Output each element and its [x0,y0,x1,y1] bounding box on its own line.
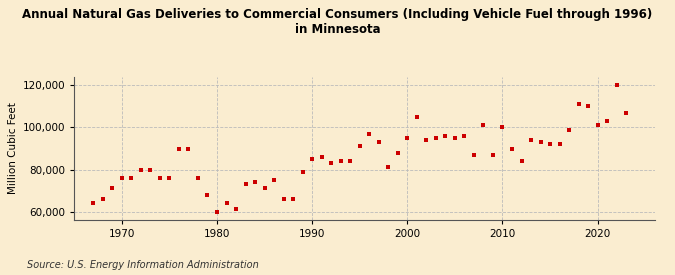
Point [383,165,394,170]
Text: Source: U.S. Energy Information Administration: Source: U.S. Energy Information Administ… [27,260,259,270]
Point [155,176,165,180]
Point [183,146,194,151]
Point [240,182,251,186]
Point [373,140,384,144]
Point [526,138,537,142]
Point [136,167,146,172]
Point [564,127,574,132]
Point [478,123,489,128]
Point [231,207,242,212]
Point [554,142,565,147]
Point [364,131,375,136]
Point [269,178,279,182]
Point [345,159,356,163]
Point [97,197,108,201]
Point [126,176,137,180]
Point [88,201,99,205]
Point [278,197,289,201]
Point [450,136,460,140]
Point [116,176,127,180]
Text: Annual Natural Gas Deliveries to Commercial Consumers (Including Vehicle Fuel th: Annual Natural Gas Deliveries to Commerc… [22,8,653,36]
Point [583,104,593,109]
Point [173,146,184,151]
Point [202,192,213,197]
Point [221,201,232,205]
Point [288,197,298,201]
Point [250,180,261,184]
Point [326,161,337,166]
Point [602,119,613,123]
Point [440,134,451,138]
Point [107,186,117,191]
Point [412,115,423,119]
Point [545,142,556,147]
Point [592,123,603,128]
Point [431,136,441,140]
Point [317,155,327,159]
Point [164,176,175,180]
Point [192,176,203,180]
Point [421,138,432,142]
Point [392,150,403,155]
Point [468,153,479,157]
Point [402,136,412,140]
Point [459,134,470,138]
Point [354,144,365,148]
Point [507,146,518,151]
Point [306,157,317,161]
Point [621,111,632,115]
Point [497,125,508,130]
Point [516,159,527,163]
Point [211,209,222,214]
Point [612,83,622,88]
Point [487,153,498,157]
Point [297,169,308,174]
Point [259,186,270,191]
Point [145,167,156,172]
Point [535,140,546,144]
Point [573,102,584,106]
Point [335,159,346,163]
Y-axis label: Million Cubic Feet: Million Cubic Feet [8,103,18,194]
